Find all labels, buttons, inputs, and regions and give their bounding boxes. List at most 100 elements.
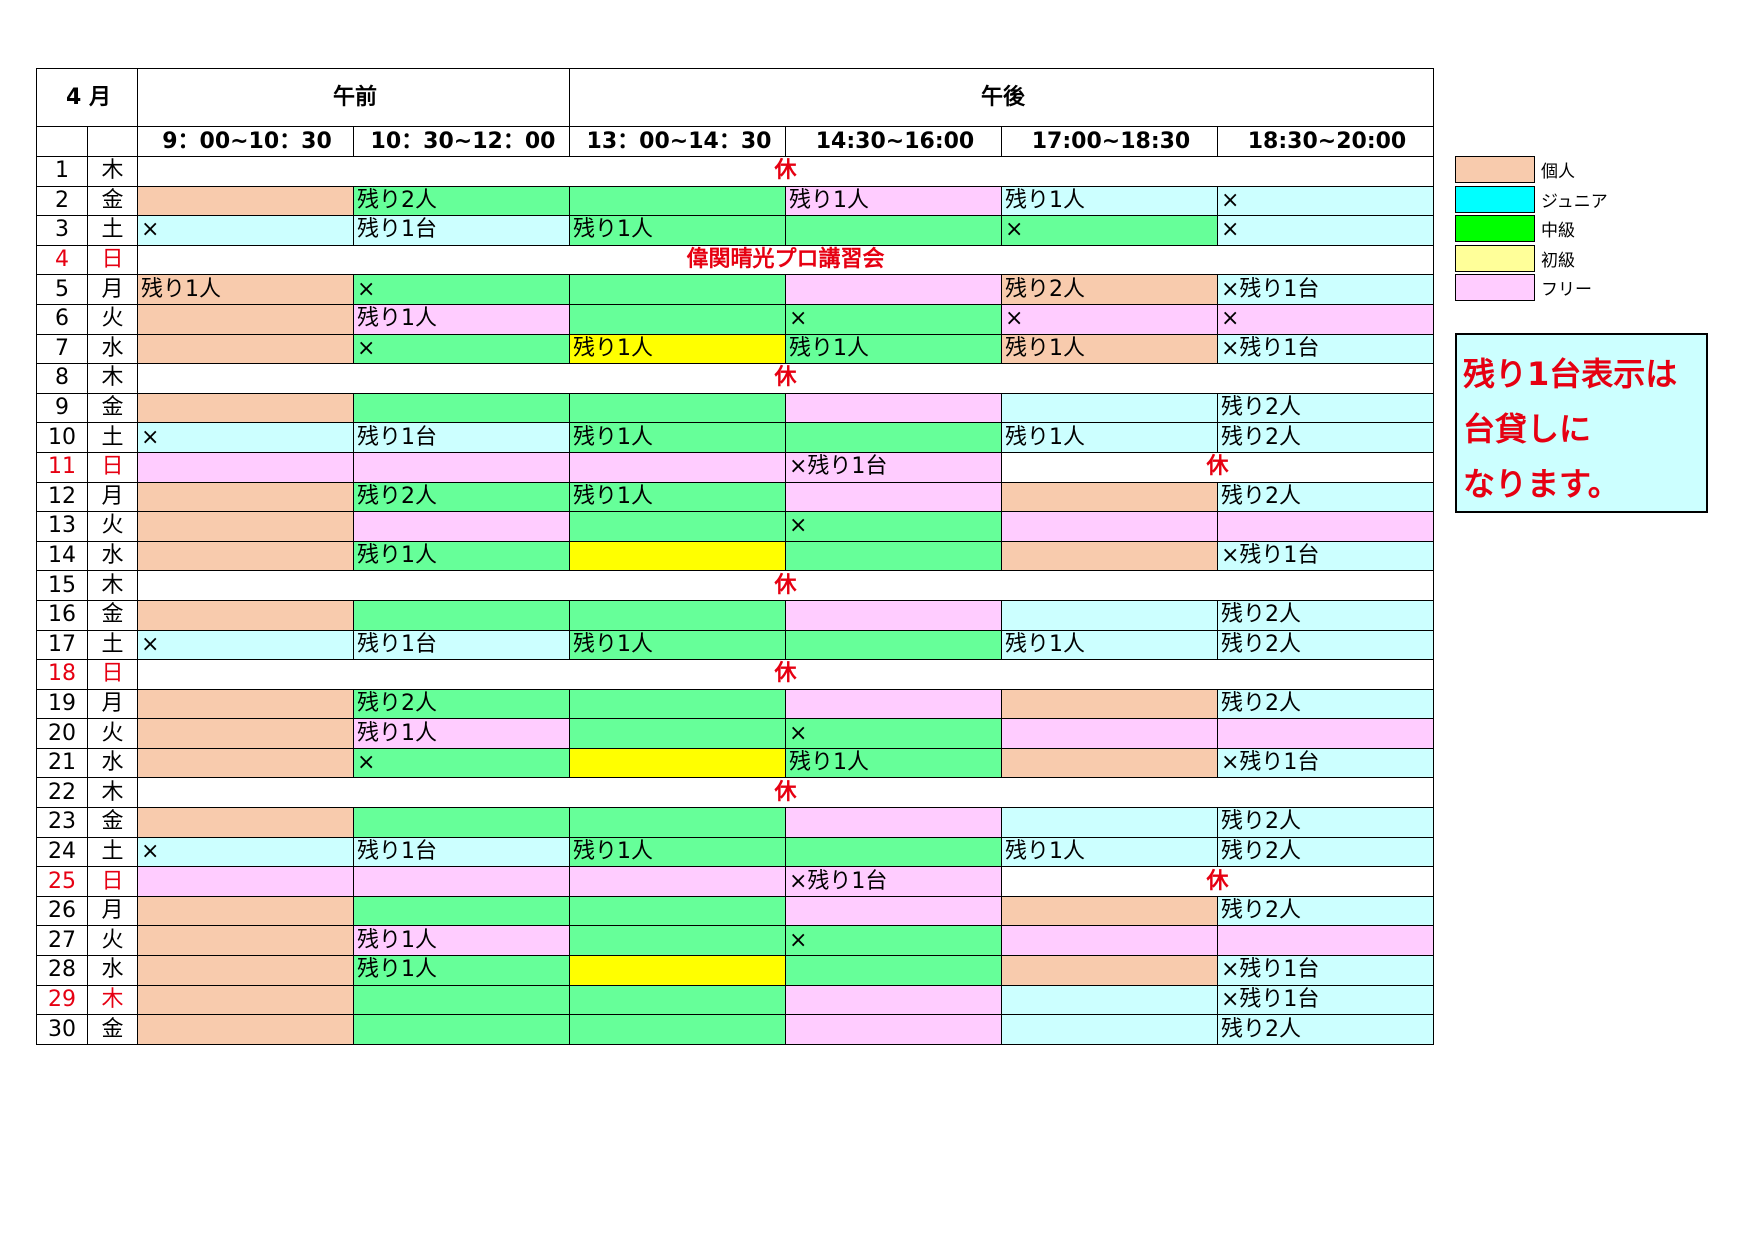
slot-cell[interactable]: [137, 185, 354, 217]
slot-cell[interactable]: ×残り1台: [1217, 540, 1434, 572]
slot-cell[interactable]: [785, 274, 1002, 305]
slot-cell[interactable]: 残り1人: [353, 955, 570, 986]
slot-cell[interactable]: [353, 895, 570, 927]
slot-cell[interactable]: 残り1人: [785, 185, 1002, 217]
slot-cell[interactable]: ×残り1台: [1217, 274, 1434, 305]
slot-cell[interactable]: [353, 511, 570, 542]
slot-cell[interactable]: ×: [785, 925, 1002, 957]
slot-cell[interactable]: [785, 955, 1002, 986]
slot-cell[interactable]: 残り2人: [353, 185, 570, 217]
slot-cell[interactable]: 残り2人: [1217, 688, 1434, 720]
slot-cell[interactable]: 残り1人: [569, 333, 786, 365]
slot-cell[interactable]: [785, 629, 1002, 661]
slot-cell[interactable]: [785, 807, 1002, 838]
slot-cell[interactable]: [1001, 807, 1218, 838]
slot-cell[interactable]: [785, 688, 1002, 720]
slot-cell[interactable]: 残り2人: [1217, 392, 1434, 424]
slot-cell[interactable]: 残り1人: [569, 422, 786, 453]
slot-cell[interactable]: [353, 1014, 570, 1045]
slot-cell[interactable]: [569, 925, 786, 957]
slot-cell[interactable]: [569, 451, 786, 483]
slot-cell[interactable]: 残り1台: [353, 215, 570, 246]
slot-cell[interactable]: [569, 718, 786, 749]
slot-cell[interactable]: [1001, 984, 1218, 1016]
slot-cell[interactable]: ×: [353, 333, 570, 365]
slot-cell[interactable]: 残り1人: [569, 629, 786, 661]
slot-cell[interactable]: 残り1人: [785, 747, 1002, 779]
slot-cell[interactable]: ×残り1台: [1217, 333, 1434, 365]
slot-cell[interactable]: 残り1人: [569, 481, 786, 513]
slot-cell[interactable]: 残り2人: [1217, 895, 1434, 927]
slot-cell[interactable]: [353, 392, 570, 424]
slot-cell[interactable]: 残り1人: [353, 303, 570, 335]
slot-cell[interactable]: ×残り1台: [1217, 955, 1434, 986]
slot-cell[interactable]: 残り2人: [353, 481, 570, 513]
slot-cell[interactable]: [137, 511, 354, 542]
slot-cell[interactable]: ×: [1217, 303, 1434, 335]
slot-cell[interactable]: ×残り1台: [785, 451, 1002, 483]
slot-cell[interactable]: [1001, 599, 1218, 631]
slot-cell[interactable]: 残り1人: [353, 718, 570, 749]
slot-cell[interactable]: ×: [137, 629, 354, 661]
slot-cell[interactable]: [1001, 481, 1218, 513]
slot-cell[interactable]: [137, 303, 354, 335]
slot-cell[interactable]: 残り1人: [1001, 185, 1218, 217]
slot-cell[interactable]: [785, 392, 1002, 424]
slot-cell[interactable]: 残り1人: [1001, 333, 1218, 365]
slot-cell[interactable]: ×残り1台: [1217, 984, 1434, 1016]
slot-cell[interactable]: [353, 984, 570, 1016]
slot-cell[interactable]: 残り2人: [1217, 481, 1434, 513]
slot-cell[interactable]: 残り2人: [1217, 629, 1434, 661]
slot-cell[interactable]: [353, 599, 570, 631]
slot-cell[interactable]: [137, 955, 354, 986]
slot-cell[interactable]: ×: [353, 274, 570, 305]
slot-cell[interactable]: ×: [785, 718, 1002, 749]
slot-cell[interactable]: [569, 866, 786, 897]
slot-cell[interactable]: [785, 895, 1002, 927]
slot-cell[interactable]: 残り1台: [353, 836, 570, 868]
slot-cell[interactable]: 残り1人: [353, 540, 570, 572]
slot-cell[interactable]: [569, 955, 786, 986]
slot-cell[interactable]: [137, 1014, 354, 1045]
slot-cell[interactable]: 残り1人: [353, 925, 570, 957]
slot-cell[interactable]: [569, 747, 786, 779]
slot-cell[interactable]: 残り2人: [353, 688, 570, 720]
slot-cell[interactable]: [569, 540, 786, 572]
slot-cell[interactable]: [137, 333, 354, 365]
slot-cell[interactable]: 残り1人: [569, 215, 786, 246]
slot-cell[interactable]: [137, 866, 354, 897]
slot-cell[interactable]: [785, 540, 1002, 572]
slot-cell[interactable]: [137, 688, 354, 720]
slot-cell[interactable]: 残り2人: [1001, 274, 1218, 305]
slot-cell[interactable]: [137, 747, 354, 779]
slot-cell[interactable]: [137, 807, 354, 838]
slot-cell[interactable]: ×: [1217, 215, 1434, 246]
slot-cell[interactable]: [785, 481, 1002, 513]
slot-cell[interactable]: [569, 895, 786, 927]
slot-cell[interactable]: [1001, 511, 1218, 542]
slot-cell[interactable]: [785, 215, 1002, 246]
slot-cell[interactable]: [1001, 392, 1218, 424]
slot-cell[interactable]: [569, 511, 786, 542]
slot-cell[interactable]: 残り1人: [137, 274, 354, 305]
slot-cell[interactable]: [1001, 955, 1218, 986]
slot-cell[interactable]: ×: [353, 747, 570, 779]
slot-cell[interactable]: [1001, 895, 1218, 927]
slot-cell[interactable]: [137, 392, 354, 424]
slot-cell[interactable]: [137, 925, 354, 957]
slot-cell[interactable]: [569, 303, 786, 335]
slot-cell[interactable]: [785, 836, 1002, 868]
slot-cell[interactable]: [1217, 718, 1434, 749]
slot-cell[interactable]: [137, 718, 354, 749]
slot-cell[interactable]: 残り1台: [353, 422, 570, 453]
slot-cell[interactable]: ×残り1台: [785, 866, 1002, 897]
slot-cell[interactable]: ×: [785, 511, 1002, 542]
slot-cell[interactable]: [1001, 925, 1218, 957]
slot-cell[interactable]: 残り2人: [1217, 422, 1434, 453]
slot-cell[interactable]: 残り1台: [353, 629, 570, 661]
slot-cell[interactable]: [137, 451, 354, 483]
slot-cell[interactable]: [353, 866, 570, 897]
slot-cell[interactable]: [569, 807, 786, 838]
slot-cell[interactable]: [569, 984, 786, 1016]
slot-cell[interactable]: ×: [137, 836, 354, 868]
